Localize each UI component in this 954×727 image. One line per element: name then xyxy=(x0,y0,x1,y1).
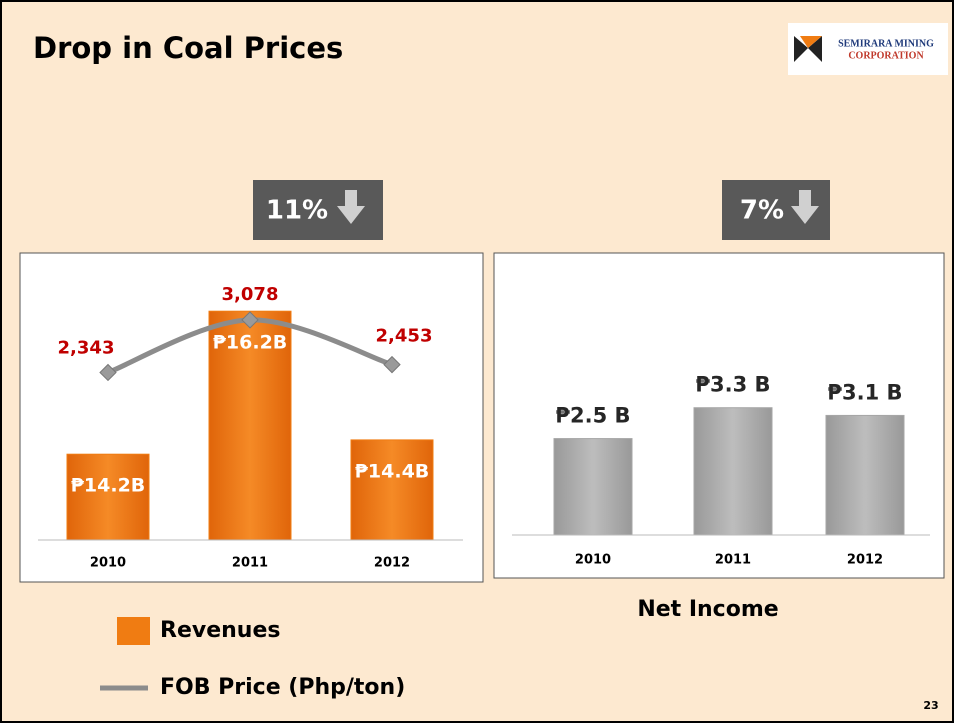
data-label: 2,453 xyxy=(376,326,433,347)
x-tick-label: 2011 xyxy=(232,556,268,571)
bar xyxy=(693,407,773,536)
slide-title: Drop in Coal Prices xyxy=(33,31,343,65)
badge: 7% xyxy=(722,180,830,240)
page-number: 23 xyxy=(923,699,938,712)
logo: SEMIRARA MINING CORPORATION xyxy=(788,23,948,75)
data-label: ₱14.4B xyxy=(355,460,430,482)
logo-text: CORPORATION xyxy=(848,50,924,61)
marker xyxy=(383,355,401,374)
badge-text: 7% xyxy=(740,196,784,226)
bar xyxy=(350,439,434,541)
x-tick-label: 2010 xyxy=(90,556,126,571)
logo-icon xyxy=(794,36,822,62)
legend-label: Revenues xyxy=(160,618,280,643)
x-tick-label: 2012 xyxy=(847,553,883,568)
data-label: ₱3.3 B xyxy=(695,373,770,397)
badge-text: 11% xyxy=(266,196,328,226)
x-tick-label: 2011 xyxy=(715,553,751,568)
bar xyxy=(66,453,150,541)
down-arrow xyxy=(337,190,365,224)
data-label: ₱14.2B xyxy=(71,475,146,497)
x-tick-label: 2010 xyxy=(575,553,611,568)
legend-swatch xyxy=(117,617,150,645)
data-label: ₱3.1 B xyxy=(827,380,902,404)
data-label: 3,078 xyxy=(222,284,279,305)
bar xyxy=(553,438,633,536)
data-label: ₱2.5 B xyxy=(555,404,630,428)
logo-icon xyxy=(800,36,822,48)
marker xyxy=(241,311,259,329)
down-arrow xyxy=(791,190,819,224)
logo-text: SEMIRARA MINING xyxy=(838,38,934,49)
data-label: ₱16.2B xyxy=(213,332,288,354)
bar xyxy=(208,310,292,541)
data-label: 2,343 xyxy=(58,337,115,358)
bar xyxy=(825,414,905,536)
marker xyxy=(99,363,117,382)
legend-label: FOB Price (Php/ton) xyxy=(160,675,405,700)
chart-title: Net Income xyxy=(637,597,778,622)
x-tick-label: 2012 xyxy=(374,556,410,571)
badge: 11% xyxy=(253,180,383,240)
